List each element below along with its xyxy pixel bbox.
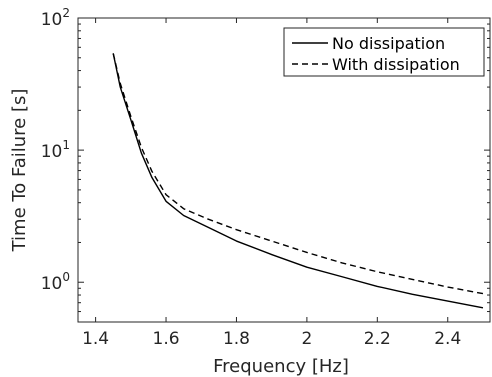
series-line-no-dissipation — [112, 53, 484, 309]
legend-box — [283, 27, 485, 77]
legend: No dissipation With dissipation — [283, 27, 485, 77]
legend-label: No dissipation — [332, 34, 445, 53]
x-axis-label: Frequency [Hz] — [213, 356, 349, 377]
y-tick-label: 101 — [41, 138, 70, 162]
y-tick-label: 100 — [41, 270, 70, 294]
axes-layer: 1.4 1.6 1.8 2 2.2 2.4 100 101 102 — [41, 6, 491, 349]
x-tick-label: 2.2 — [364, 329, 391, 349]
x-tick-label: 2 — [301, 329, 312, 349]
x-tick-label: 2.4 — [434, 329, 461, 349]
x-tick-label: 1.6 — [153, 329, 180, 349]
x-tick-label: 1.4 — [82, 329, 109, 349]
y-tick-label: 102 — [41, 6, 70, 30]
y-axis-label: Time To Failure [s] — [9, 89, 30, 253]
x-tick-label: 1.8 — [223, 329, 250, 349]
series-layer — [112, 53, 484, 309]
series-line-with-dissipation — [112, 53, 484, 295]
axes-frame — [77, 17, 491, 323]
legend-label: With dissipation — [332, 55, 460, 74]
